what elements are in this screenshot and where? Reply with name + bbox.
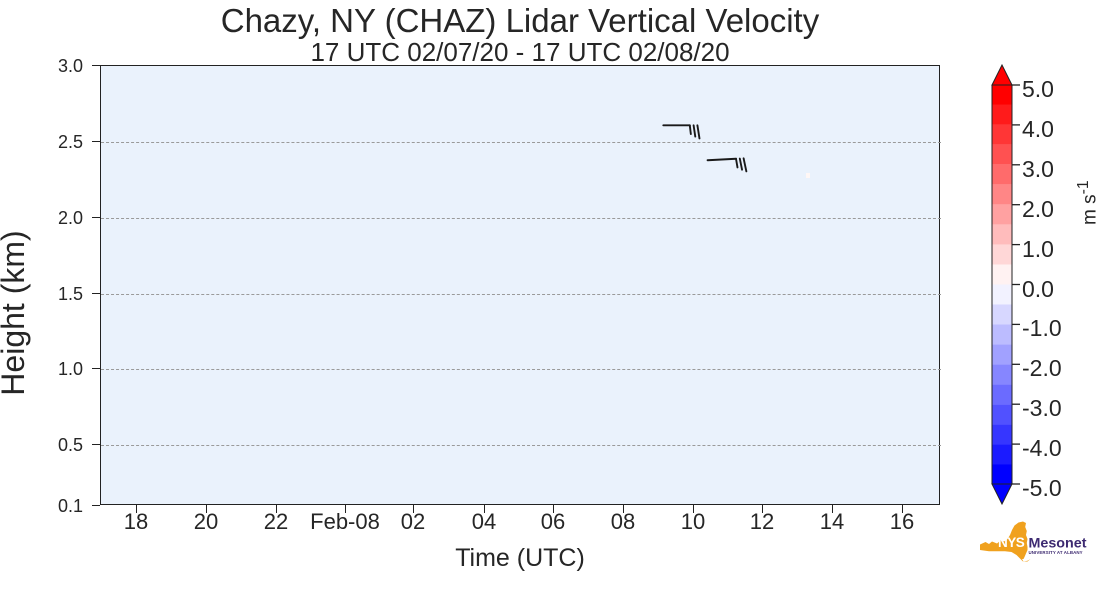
svg-text:NYS: NYS	[998, 535, 1025, 550]
svg-text:Mesonet: Mesonet	[1029, 534, 1087, 550]
svg-text:UNIVERSITY AT ALBANY: UNIVERSITY AT ALBANY	[1029, 550, 1083, 555]
